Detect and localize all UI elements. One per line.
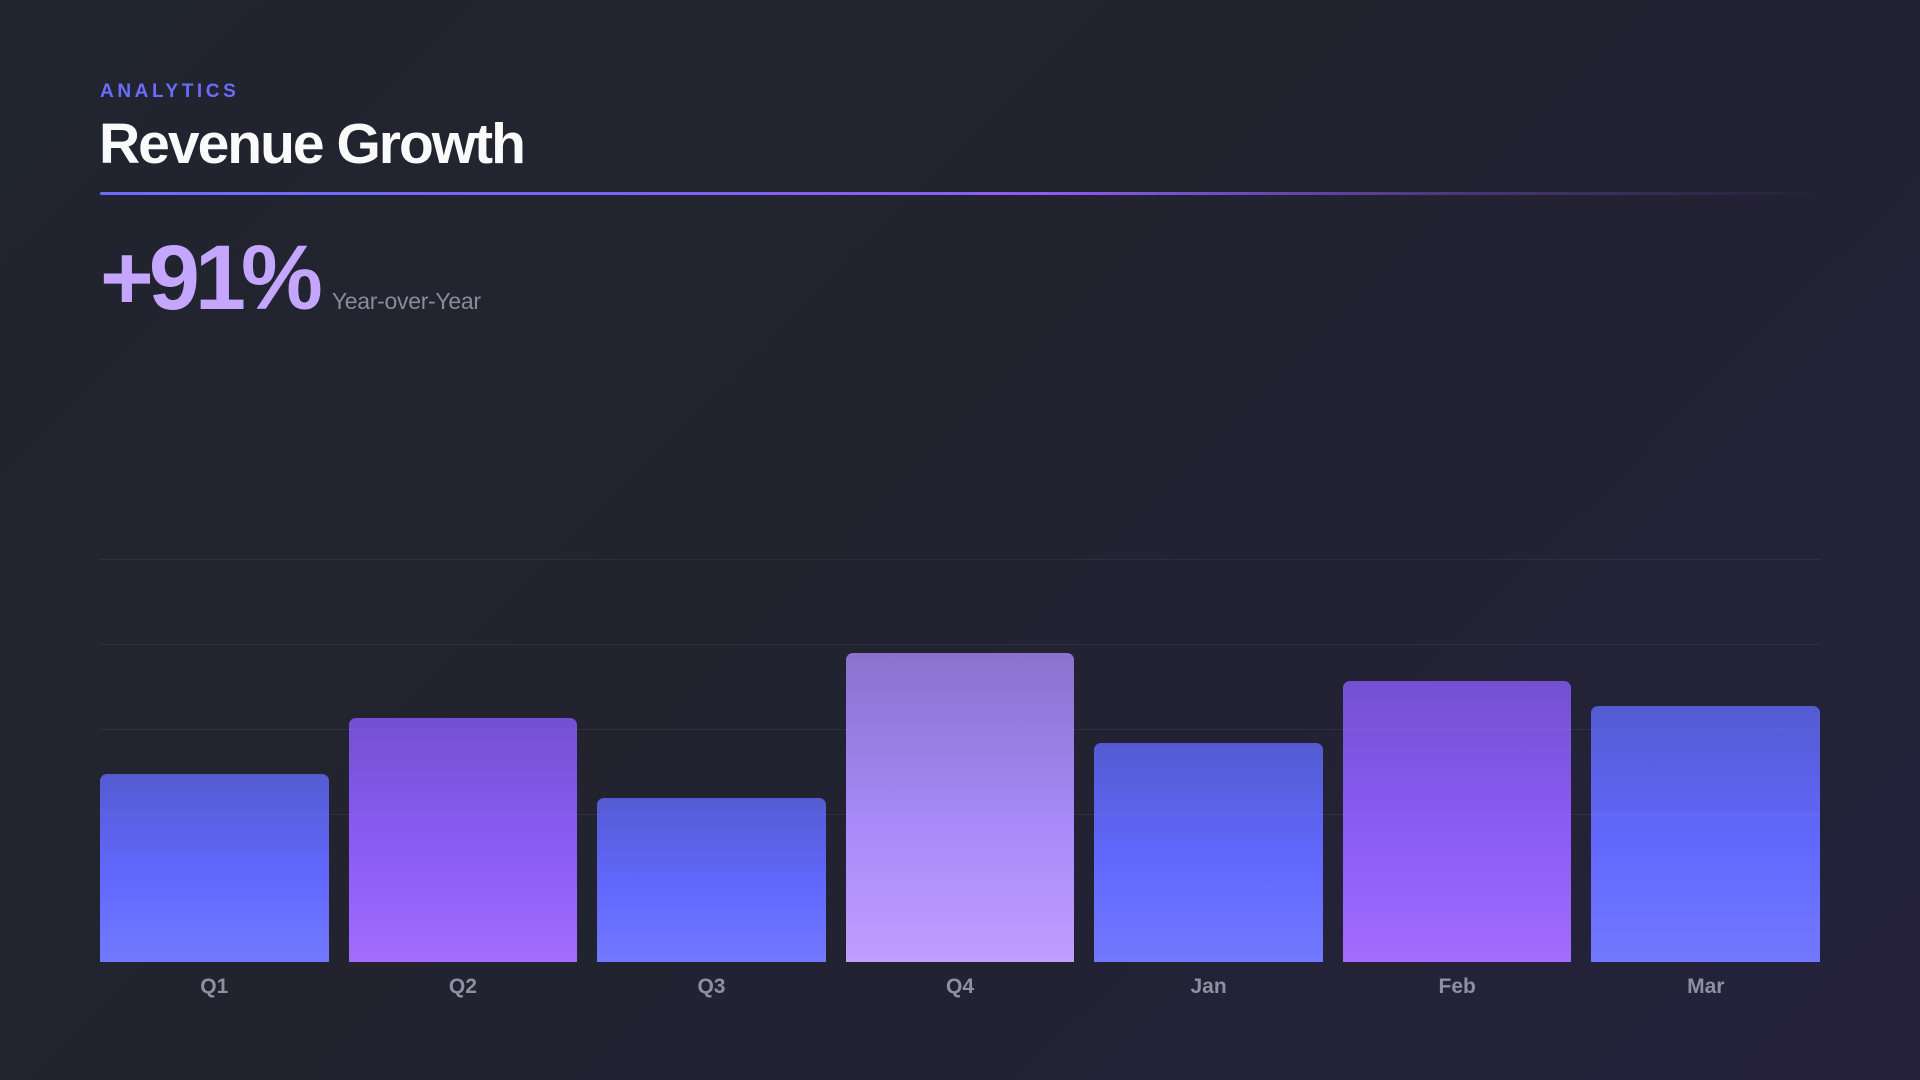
bar-mar <box>1591 706 1821 962</box>
bar-series <box>100 474 1821 962</box>
bar-chart <box>100 474 1821 962</box>
kpi-value: +91% <box>100 227 323 329</box>
bar-feb <box>1342 681 1572 962</box>
x-axis-label: Q2 <box>448 975 477 998</box>
bar-q1 <box>100 774 329 962</box>
x-axis-label: Mar <box>1687 975 1725 998</box>
kpi-summary: +91% Year-over-Year <box>100 232 481 324</box>
title-divider <box>100 192 1820 195</box>
bar-q2 <box>348 718 578 962</box>
x-axis-label: Q1 <box>200 975 229 998</box>
x-axis-label: Q3 <box>697 975 726 998</box>
x-axis-label: Q4 <box>946 975 975 998</box>
x-axis-label: Feb <box>1438 975 1476 998</box>
section-eyebrow: ANALYTICS <box>100 81 240 102</box>
x-axis-labels: Q1 Q2 Q3 Q4 Jan Feb Mar <box>100 972 1820 1002</box>
x-axis-label: Jan <box>1190 975 1227 998</box>
bar-q4 <box>845 653 1075 962</box>
kpi-label: Year-over-Year <box>331 288 481 314</box>
bar-q3 <box>597 798 826 962</box>
page-title: Revenue Growth <box>99 112 526 176</box>
bar-jan <box>1094 743 1323 962</box>
